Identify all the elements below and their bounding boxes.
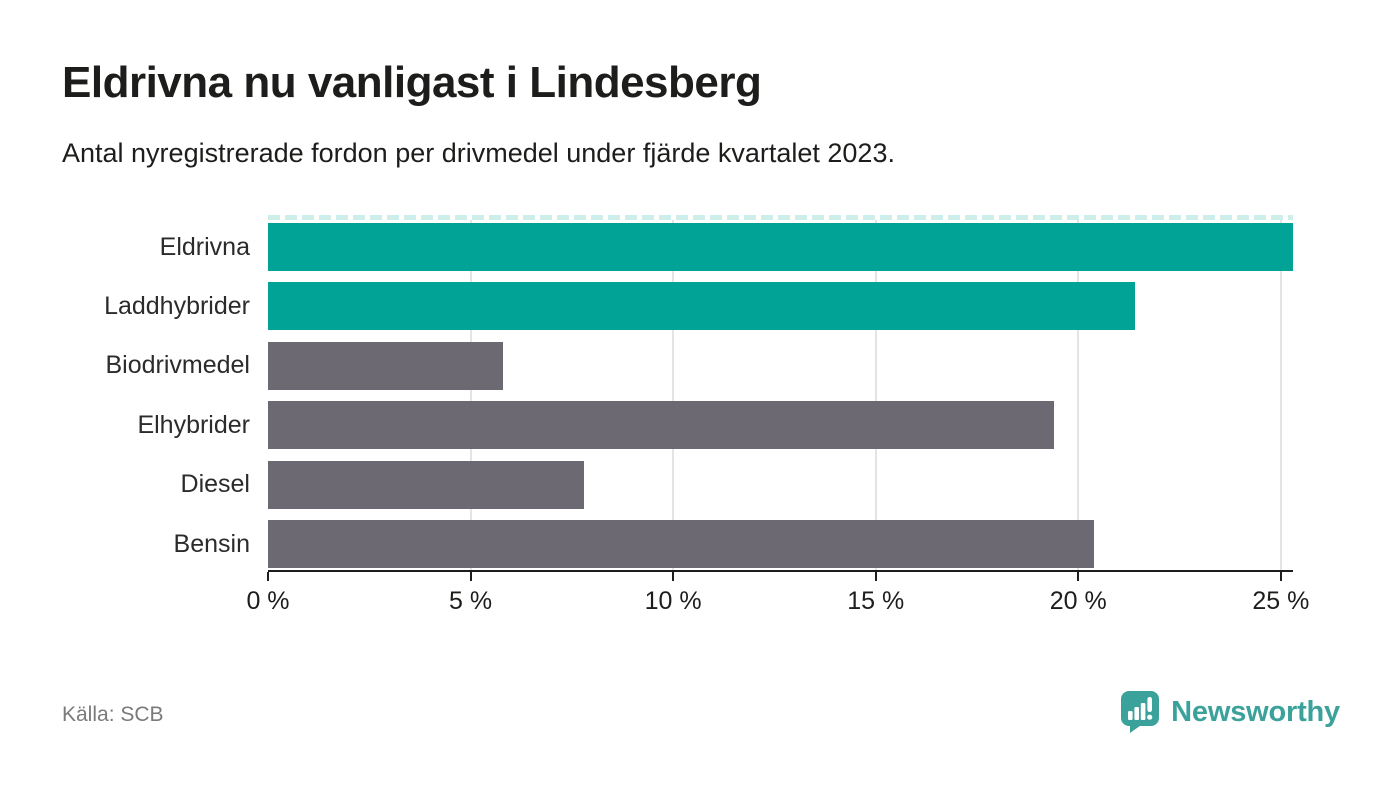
x-axis-tick-label: 25 % [1252, 587, 1310, 615]
x-axis-tick [874, 572, 877, 581]
dashed-topline [268, 215, 1293, 220]
x-axis-tick [1279, 572, 1282, 581]
brand-name: Newsworthy [1171, 695, 1340, 728]
category-label: Diesel [180, 470, 250, 499]
bar-diesel [268, 460, 584, 509]
x-axis-tick-label: 15 % [847, 587, 905, 615]
chart-title: Eldrivna nu vanligast i Lindesberg [62, 58, 762, 107]
category-label: Elhybrider [137, 410, 250, 439]
bar-chart-plot-area: 0 % 5 % 10 % 15 % 20 % 25 % [246, 215, 1309, 615]
x-axis-tick [672, 572, 675, 581]
brand-lockup: Newsworthy [1120, 690, 1340, 734]
bar-laddhybrider [268, 282, 1135, 331]
gridline [1077, 220, 1080, 570]
category-label: Bensin [173, 529, 250, 558]
bar-bensin [268, 520, 1095, 568]
chart-subtitle: Antal nyregistrerade fordon per drivmede… [62, 138, 895, 168]
bar-eldrivna [268, 223, 1293, 271]
gridline [874, 220, 877, 570]
newsworthy-logo-icon [1121, 691, 1160, 733]
x-axis-tick-label: 0 % [246, 587, 290, 615]
x-axis-tick [1077, 572, 1080, 581]
x-axis-tick-label: 20 % [1049, 587, 1107, 615]
x-axis-tick-label: 10 % [644, 587, 702, 615]
bar-elhybrider [268, 401, 1054, 450]
category-label: Laddhybrider [104, 291, 250, 320]
gridline [672, 220, 675, 570]
bar-biodrivmedel [268, 341, 503, 390]
source-note: Källa: SCB [62, 703, 164, 726]
x-axis-tick [267, 572, 269, 581]
category-label: Eldrivna [159, 232, 250, 261]
x-axis-tick [469, 572, 472, 581]
gridline [469, 220, 472, 570]
gridline [1279, 220, 1282, 570]
category-label: Biodrivmedel [105, 351, 250, 380]
x-axis-tick-label: 5 % [449, 587, 493, 615]
